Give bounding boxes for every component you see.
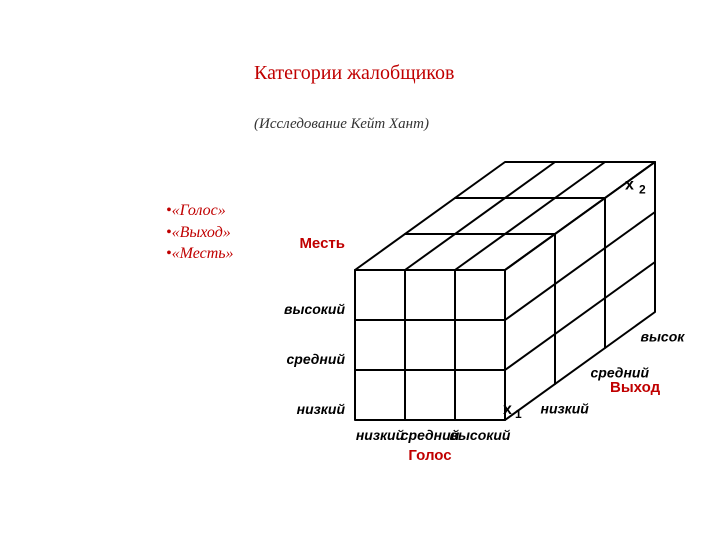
svg-text:высокий: высокий (284, 301, 345, 317)
svg-text:средний: средний (591, 364, 650, 380)
marker-x2: x (625, 177, 634, 194)
svg-text:Месть: Месть (299, 235, 345, 252)
svg-text:низкий: низкий (356, 427, 405, 443)
marker-x1: x (503, 401, 512, 418)
svg-text:средний: средний (286, 351, 345, 367)
svg-text:Выход: Выход (610, 379, 661, 396)
svg-text:высок: высок (641, 328, 686, 344)
svg-text:Голос: Голос (408, 447, 451, 464)
svg-text:высокий: высокий (450, 427, 511, 443)
marker-x1-sub: 1 (515, 407, 522, 421)
svg-text:низкий: низкий (541, 400, 590, 416)
marker-x2-sub: 2 (639, 183, 646, 197)
cube-diagram: низкий средний высокий Месть низкий средний вы… (0, 0, 720, 540)
svg-text:низкий: низкий (297, 401, 346, 417)
